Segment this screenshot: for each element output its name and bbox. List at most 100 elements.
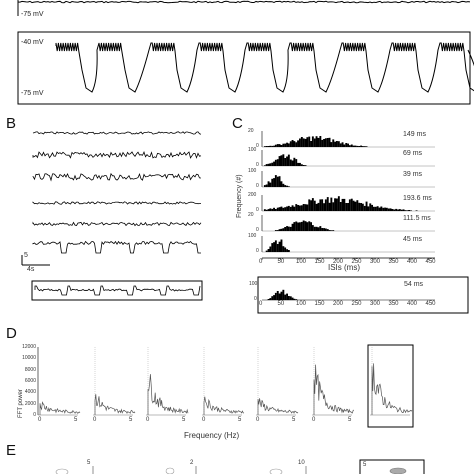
panel-c-bar bbox=[278, 156, 281, 166]
panel-d-spectrum-6 bbox=[313, 364, 354, 415]
panel-c-bar bbox=[276, 144, 279, 147]
panel-c-bar bbox=[393, 209, 396, 211]
panel-c-bar bbox=[358, 146, 361, 147]
panel-c-bar bbox=[330, 230, 333, 231]
panel-c-bar bbox=[378, 207, 381, 211]
panel-c-bar bbox=[361, 203, 364, 211]
panel-c-bar bbox=[263, 185, 266, 187]
panel-d-xtick-5: 5 bbox=[182, 417, 186, 423]
panel-c-inset-bar bbox=[291, 297, 294, 300]
panel-c-bar bbox=[326, 229, 329, 231]
panel-c-row-ytick-top: 100 bbox=[248, 147, 257, 153]
panel-c-bar bbox=[269, 182, 272, 187]
panel-c-inset-xtick: 0 bbox=[259, 301, 263, 307]
panel-c-bar bbox=[280, 145, 283, 147]
panel-c-bar bbox=[389, 208, 392, 211]
panel-c-bar bbox=[404, 210, 407, 211]
panel-c-bar bbox=[319, 226, 322, 231]
panel-c-inset-bar bbox=[293, 298, 296, 300]
panel-c-bar bbox=[284, 227, 287, 231]
panel-c-bar bbox=[293, 222, 296, 231]
panel-c-bar bbox=[274, 175, 277, 187]
panel-c-bar bbox=[337, 196, 340, 211]
panel-c-row-label: 149 ms bbox=[403, 131, 426, 138]
trace1-bottom-label: -75 mV bbox=[21, 11, 44, 18]
panel-c-xtick-label: 50 bbox=[277, 259, 285, 265]
panel-c-bar bbox=[287, 143, 290, 147]
panel-b-inset-trace bbox=[34, 285, 201, 296]
panel-c-bar bbox=[384, 207, 386, 211]
panel-c-bar bbox=[339, 202, 342, 211]
panel-c-bar bbox=[263, 209, 266, 211]
panel-c-bar bbox=[358, 202, 361, 211]
panel-c-bar bbox=[286, 156, 288, 166]
panel-c-bar bbox=[278, 241, 281, 252]
scale-time-label: 4s bbox=[27, 266, 35, 273]
panel-c-xtick-label: 400 bbox=[407, 259, 418, 265]
panel-c-row-label: 39 ms bbox=[403, 171, 423, 178]
panel-e-blob-3 bbox=[269, 468, 283, 474]
panel-c-bar bbox=[334, 141, 336, 147]
panel-c-bar bbox=[315, 203, 318, 211]
panel-c-bar bbox=[348, 199, 351, 211]
panel-c-inset-xtick: 250 bbox=[351, 301, 362, 307]
panel-c-bar bbox=[334, 198, 336, 211]
panel-c-bar bbox=[282, 228, 285, 231]
panel-c-bar bbox=[278, 176, 281, 187]
panel-c-bar bbox=[287, 226, 290, 231]
panel-c-bar bbox=[408, 210, 410, 211]
panel-d-ytick: 4000 bbox=[24, 389, 36, 396]
panel-d-subplots bbox=[37, 347, 413, 416]
panel-c-inset-bar bbox=[278, 293, 281, 300]
panel-c-bar bbox=[317, 137, 320, 147]
panel-c-xtick-label: 100 bbox=[296, 259, 307, 265]
panel-e-blob-1 bbox=[55, 468, 69, 474]
panel-c-bar bbox=[313, 226, 316, 231]
panel-c-bar bbox=[289, 206, 292, 211]
panel-c-bar bbox=[267, 181, 270, 187]
panel-c-bar bbox=[326, 197, 329, 211]
panel-c-bar bbox=[286, 142, 288, 147]
panel-e-tick-4: 5 bbox=[363, 462, 367, 468]
panel-c-bar bbox=[273, 207, 275, 211]
panel-c-inset-xtick: 400 bbox=[407, 301, 418, 307]
panel-c-bar bbox=[313, 138, 316, 147]
panel-c-bar bbox=[345, 203, 348, 211]
panel-c-bar bbox=[302, 138, 305, 147]
panel-d-xtick-5: 5 bbox=[129, 417, 133, 423]
panel-c-bar bbox=[324, 228, 327, 231]
panel-c-inset-bar bbox=[289, 296, 292, 300]
panel-c-bar bbox=[328, 202, 331, 211]
panel-c-bar bbox=[369, 203, 372, 211]
panel-c-bar bbox=[286, 185, 288, 187]
panel-c-bar bbox=[274, 159, 277, 166]
scale-voltage-label: 5 bbox=[24, 252, 28, 259]
panel-c-bar bbox=[271, 162, 274, 166]
panel-c-inset-xtick: 450 bbox=[425, 301, 436, 307]
panel-c-bar bbox=[398, 209, 401, 211]
panel-d-xtick-0: 0 bbox=[312, 417, 316, 423]
panel-c-bar bbox=[330, 197, 333, 211]
panel-c-inset-bar bbox=[274, 292, 277, 300]
panel-d-spectrum-5 bbox=[257, 398, 299, 415]
panel-c-bar bbox=[328, 137, 331, 147]
panel-c-bar bbox=[269, 246, 272, 252]
panel-c-bar bbox=[297, 205, 299, 211]
panel-c-bar bbox=[295, 159, 298, 166]
panel-c-xtick-label: 250 bbox=[351, 259, 362, 265]
panel-c-bar bbox=[280, 206, 283, 211]
panel-c-bar bbox=[271, 178, 274, 187]
panel-c-bar bbox=[382, 207, 385, 211]
panel-d-spectrum-3 bbox=[147, 374, 189, 415]
panel-b-inset-frame bbox=[31, 280, 203, 301]
panel-c-bar bbox=[289, 141, 292, 147]
panel-c-row-ytick-zero: 0 bbox=[256, 183, 259, 189]
panel-c-bar bbox=[319, 136, 322, 147]
panel-c-bar bbox=[402, 209, 405, 211]
panel-c-bar bbox=[308, 221, 311, 231]
panel-c-bar bbox=[363, 146, 366, 147]
panel-c-bar bbox=[339, 143, 342, 147]
panel-c-bar bbox=[347, 203, 349, 211]
panel-c-bar bbox=[295, 142, 298, 147]
panel-c-bar bbox=[276, 244, 279, 252]
